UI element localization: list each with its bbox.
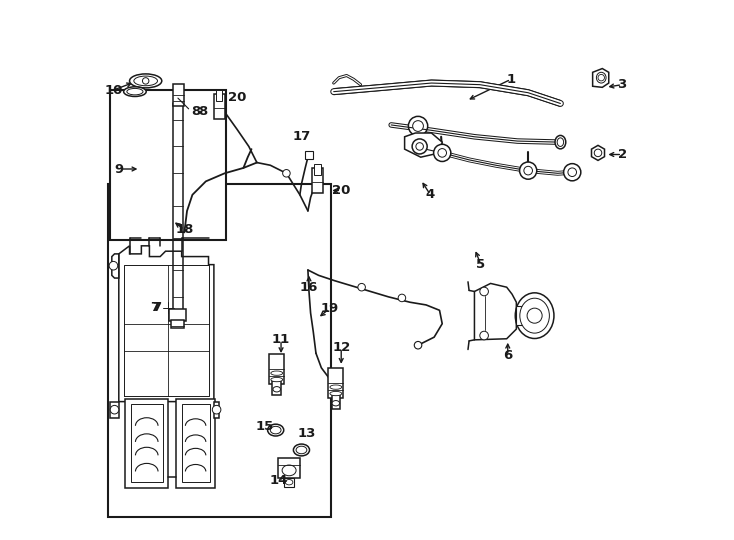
Bar — [110, 90, 226, 240]
Bar — [176, 399, 215, 488]
Circle shape — [110, 406, 119, 414]
Polygon shape — [119, 246, 214, 402]
Bar — [108, 184, 331, 517]
Polygon shape — [592, 69, 608, 87]
Ellipse shape — [555, 136, 566, 149]
Circle shape — [524, 166, 532, 175]
Circle shape — [434, 144, 451, 161]
Text: 9: 9 — [115, 163, 123, 176]
Text: 7: 7 — [150, 301, 159, 314]
Polygon shape — [474, 284, 516, 340]
Circle shape — [564, 164, 581, 181]
Text: 10: 10 — [104, 84, 123, 97]
Polygon shape — [110, 402, 119, 418]
Bar — [172, 84, 184, 106]
Ellipse shape — [273, 387, 280, 392]
Text: 6: 6 — [503, 349, 512, 362]
Text: 5: 5 — [476, 258, 485, 271]
Circle shape — [598, 75, 605, 81]
Ellipse shape — [294, 444, 310, 456]
Ellipse shape — [129, 74, 161, 88]
Ellipse shape — [296, 446, 307, 454]
Ellipse shape — [286, 480, 293, 485]
Bar — [269, 354, 284, 384]
Text: 1: 1 — [506, 73, 515, 86]
Polygon shape — [592, 145, 605, 160]
Circle shape — [398, 294, 406, 302]
Text: 15: 15 — [256, 420, 274, 434]
Circle shape — [527, 308, 542, 323]
Text: 17: 17 — [292, 130, 310, 143]
Circle shape — [595, 149, 602, 157]
Ellipse shape — [268, 424, 284, 436]
Ellipse shape — [271, 377, 283, 382]
Circle shape — [358, 284, 366, 291]
Bar — [328, 368, 344, 398]
Ellipse shape — [134, 76, 158, 86]
Circle shape — [480, 331, 488, 340]
Circle shape — [412, 139, 427, 154]
Ellipse shape — [515, 293, 554, 339]
Bar — [172, 320, 184, 328]
Text: 4: 4 — [426, 188, 435, 201]
Ellipse shape — [270, 427, 281, 434]
Text: 11: 11 — [272, 333, 290, 346]
Ellipse shape — [330, 385, 342, 389]
Bar — [214, 94, 225, 118]
Text: 12: 12 — [332, 341, 350, 354]
Circle shape — [414, 341, 422, 349]
Text: 16: 16 — [299, 281, 318, 294]
Circle shape — [520, 162, 537, 179]
Bar — [312, 168, 323, 193]
Bar — [314, 164, 321, 175]
Bar — [516, 306, 525, 325]
Circle shape — [142, 78, 149, 84]
Circle shape — [438, 148, 446, 157]
Text: 19: 19 — [320, 302, 338, 315]
Bar — [181, 404, 210, 482]
Bar — [272, 381, 281, 395]
Text: 20: 20 — [332, 184, 350, 197]
Polygon shape — [214, 402, 219, 418]
Ellipse shape — [282, 465, 296, 476]
Text: 2: 2 — [617, 148, 627, 161]
Bar — [305, 151, 313, 159]
Bar — [284, 478, 294, 487]
Text: 3: 3 — [617, 78, 627, 91]
Text: 20: 20 — [228, 91, 246, 104]
Ellipse shape — [557, 138, 564, 146]
Bar — [278, 458, 300, 478]
Circle shape — [416, 143, 424, 150]
Ellipse shape — [271, 371, 283, 375]
Polygon shape — [404, 133, 442, 157]
Circle shape — [109, 261, 117, 270]
Bar — [126, 399, 168, 488]
Ellipse shape — [597, 72, 606, 83]
Bar — [216, 90, 222, 101]
Ellipse shape — [330, 392, 342, 396]
Text: 8: 8 — [198, 105, 208, 118]
Ellipse shape — [332, 401, 340, 406]
Circle shape — [480, 287, 488, 296]
Bar — [170, 309, 186, 321]
Circle shape — [283, 170, 290, 177]
Text: 8: 8 — [192, 105, 201, 118]
Polygon shape — [112, 254, 119, 278]
Circle shape — [212, 406, 221, 414]
Bar — [131, 404, 163, 482]
Text: 13: 13 — [298, 427, 316, 440]
Ellipse shape — [127, 89, 143, 95]
Bar — [332, 395, 340, 409]
Circle shape — [568, 168, 576, 177]
Text: 18: 18 — [175, 223, 194, 236]
Ellipse shape — [123, 87, 146, 97]
Text: 7: 7 — [152, 301, 161, 314]
Circle shape — [408, 116, 428, 136]
Text: 14: 14 — [269, 474, 288, 487]
Circle shape — [413, 120, 424, 131]
Ellipse shape — [520, 298, 549, 333]
